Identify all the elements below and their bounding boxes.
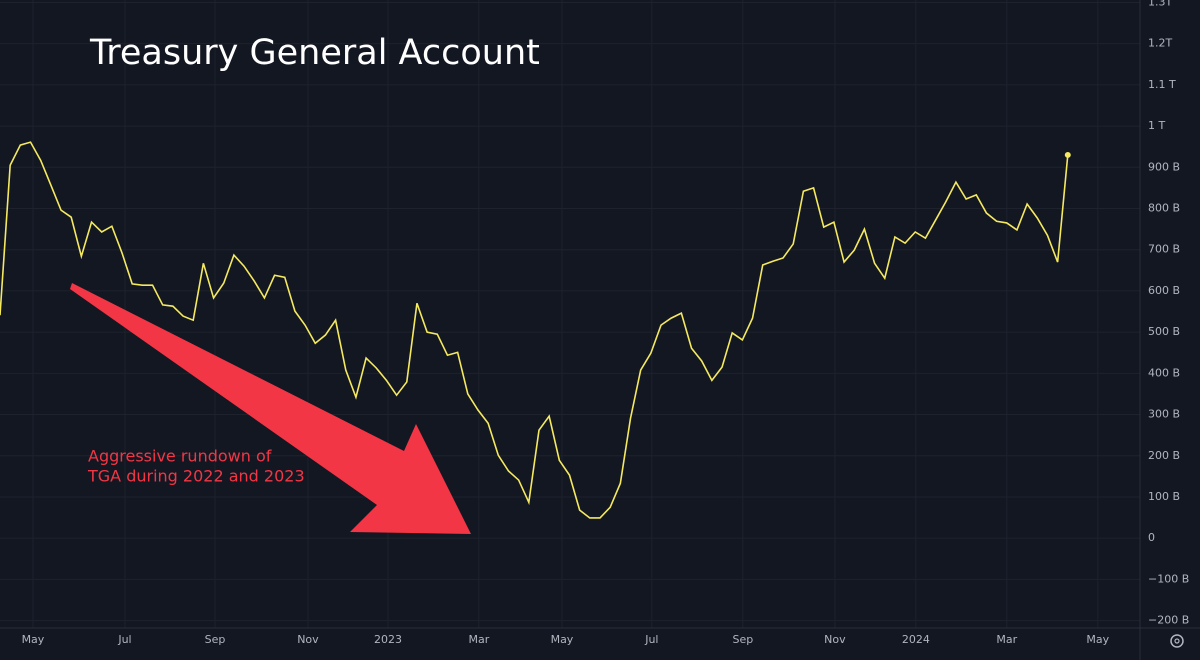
y-tick-label: 900 B [1148, 160, 1180, 173]
y-tick-label: 500 B [1148, 325, 1180, 338]
annotation: TGA during 2022 and 2023 [87, 467, 305, 486]
y-tick-label: 800 B [1148, 202, 1180, 215]
y-tick-label: 300 B [1148, 408, 1180, 421]
x-tick-label: 2024 [902, 633, 930, 646]
annotation: Aggressive rundown of [88, 447, 272, 466]
y-tick-label: 600 B [1148, 284, 1180, 297]
line [0, 141, 1069, 519]
x-tick-label: May [551, 633, 574, 646]
x-tick-label: May [22, 633, 45, 646]
y-tick-label: 400 B [1148, 366, 1180, 379]
x-tick-label: Mar [468, 633, 489, 646]
y-tick-label: −200 B [1148, 614, 1189, 627]
x-tick-label: Jul [117, 633, 131, 646]
x-tick-label: Jul [644, 633, 658, 646]
y-tick-label: 200 B [1148, 449, 1180, 462]
x-tick-label: May [1086, 633, 1109, 646]
chart-title: Treasury General Account [89, 33, 540, 73]
grid [0, 0, 1140, 628]
y-tick-label: 1.2T [1148, 37, 1172, 50]
arrow [70, 283, 471, 534]
y-tick-label: 100 B [1148, 490, 1180, 503]
y-tick-label: 700 B [1148, 243, 1180, 256]
x-tick-label: Sep [733, 633, 754, 646]
settings-icon[interactable] [1170, 634, 1184, 648]
y-tick-label: 1.1 T [1148, 78, 1176, 91]
y-tick-label: 1 T [1148, 119, 1165, 132]
y-tick-label: 0 [1148, 531, 1155, 544]
y-tick-label: −100 B [1148, 572, 1189, 585]
x-tick-label: Nov [824, 633, 846, 646]
x-tick-label: Mar [996, 633, 1017, 646]
x-tick-label: Nov [297, 633, 319, 646]
x-tick-label: 2023 [374, 633, 402, 646]
y-tick-label: 1.3T [1148, 0, 1172, 8]
last-point [1064, 151, 1071, 158]
x-tick-label: Sep [205, 633, 226, 646]
